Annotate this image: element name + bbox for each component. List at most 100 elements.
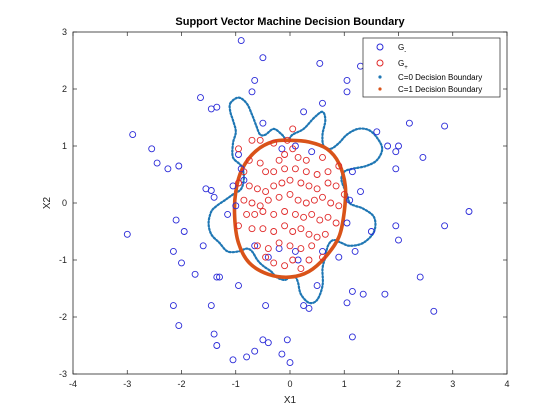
g-pos-point bbox=[294, 153, 302, 161]
g-neg-point bbox=[129, 131, 137, 139]
g-neg-point bbox=[251, 347, 259, 355]
g-neg-point bbox=[264, 253, 272, 261]
g-pos-point bbox=[248, 136, 256, 144]
g-pos-point bbox=[270, 168, 278, 176]
g-pos-point bbox=[313, 185, 321, 193]
x-tick-label: -4 bbox=[69, 379, 77, 389]
g-neg-point bbox=[153, 159, 161, 167]
g-pos-point bbox=[286, 242, 294, 250]
g-neg-point bbox=[384, 142, 392, 150]
g-neg-point bbox=[164, 165, 172, 173]
y-tick-label: 0 bbox=[62, 198, 67, 208]
g-neg-point bbox=[430, 307, 438, 315]
g-neg-point bbox=[259, 119, 267, 127]
g-neg-point bbox=[300, 302, 308, 310]
legend: G- G+ C=0 Decision Boundary C=1 Decision… bbox=[362, 37, 501, 98]
x-tick-label: 0 bbox=[287, 379, 292, 389]
g-neg-point bbox=[207, 187, 215, 194]
g-neg-point bbox=[348, 333, 356, 341]
g-neg-point bbox=[343, 299, 351, 307]
legend-label-g-neg: G bbox=[398, 43, 404, 52]
x-axis-label: X1 bbox=[284, 395, 297, 406]
g-pos-point bbox=[281, 208, 289, 215]
g-neg-point bbox=[286, 359, 294, 367]
g-neg-point bbox=[224, 210, 232, 218]
g-neg-point bbox=[343, 88, 351, 96]
svg-text:G-: G- bbox=[398, 43, 406, 55]
y-axis-ticks: -3 -2 -1 0 1 2 3 bbox=[59, 27, 507, 379]
g-neg-point bbox=[392, 165, 400, 173]
g-neg-point bbox=[441, 122, 449, 130]
g-neg-point bbox=[262, 302, 270, 310]
g-neg-point bbox=[248, 88, 256, 96]
g-neg-point bbox=[335, 253, 343, 261]
g-neg-point bbox=[346, 196, 354, 204]
g-neg-point bbox=[392, 148, 400, 156]
g-pos-point bbox=[286, 176, 294, 184]
g-neg-point bbox=[180, 228, 188, 235]
g-neg-point bbox=[237, 37, 245, 45]
g-neg-point bbox=[251, 242, 259, 250]
g-neg-point bbox=[313, 282, 321, 290]
g-pos-point bbox=[256, 159, 264, 167]
g-pos-point bbox=[248, 199, 256, 207]
g-neg-point bbox=[278, 145, 286, 153]
g-pos-point bbox=[316, 216, 324, 224]
x-axis-ticks: -4 -3 -2 -1 0 1 2 3 4 bbox=[69, 32, 510, 389]
g-neg-point bbox=[294, 256, 302, 264]
g-neg-point bbox=[278, 350, 286, 358]
g-neg-point bbox=[259, 54, 267, 62]
g-neg-point bbox=[207, 302, 215, 310]
g-neg-point bbox=[210, 193, 218, 201]
g-pos-point bbox=[270, 139, 278, 147]
x-tick-label: 3 bbox=[450, 379, 455, 389]
g-pos-point bbox=[335, 162, 343, 170]
legend-label-c1: C=1 Decision Boundary bbox=[398, 85, 482, 94]
g-pos-point bbox=[235, 145, 242, 153]
g-neg-point bbox=[316, 59, 324, 67]
g-pos-point bbox=[245, 182, 253, 190]
g-pos-point bbox=[305, 256, 313, 264]
y-axis-label: X2 bbox=[42, 196, 53, 209]
g-neg-point bbox=[123, 230, 131, 238]
g-neg-point bbox=[419, 153, 427, 161]
g-pos-point bbox=[240, 196, 248, 204]
x-tick-label: 4 bbox=[504, 379, 509, 389]
g-neg-point bbox=[373, 128, 381, 136]
c0-decision-boundary bbox=[207, 96, 384, 305]
g-pos-point bbox=[319, 153, 326, 161]
g-pos-point bbox=[294, 196, 302, 204]
g-neg-point bbox=[235, 282, 242, 290]
g-neg-point bbox=[441, 222, 449, 230]
g-neg-point bbox=[351, 247, 359, 255]
g-pos-point bbox=[262, 188, 270, 196]
g-neg-point bbox=[229, 182, 237, 190]
g-pos-point bbox=[335, 202, 343, 210]
g-neg-point bbox=[465, 208, 473, 215]
g-pos-point bbox=[289, 228, 297, 235]
g-pos-point bbox=[264, 196, 272, 204]
g-pos-point bbox=[319, 193, 326, 201]
g-pos-point bbox=[256, 202, 264, 210]
g-pos-point bbox=[245, 156, 253, 164]
g-pos-point bbox=[291, 210, 299, 218]
g-neg-point bbox=[232, 202, 240, 210]
g-pos-point bbox=[278, 179, 286, 187]
g-pos-point bbox=[321, 230, 329, 238]
g-neg-point bbox=[264, 339, 272, 347]
g-neg-point bbox=[283, 336, 291, 344]
g-pos-point bbox=[297, 245, 305, 253]
g-pos-point bbox=[270, 228, 278, 235]
g-neg-point bbox=[381, 290, 389, 298]
g-pos-point bbox=[332, 219, 340, 227]
g-neg-point bbox=[343, 76, 351, 84]
g-pos-point bbox=[291, 165, 299, 173]
g-pos-point bbox=[302, 168, 310, 176]
g-pos-point bbox=[235, 222, 242, 230]
g-neg-point bbox=[169, 247, 177, 255]
g-pos-point bbox=[300, 213, 308, 221]
g-neg-point bbox=[213, 103, 221, 111]
g-neg-point bbox=[405, 119, 413, 127]
g-pos-point bbox=[327, 199, 335, 207]
